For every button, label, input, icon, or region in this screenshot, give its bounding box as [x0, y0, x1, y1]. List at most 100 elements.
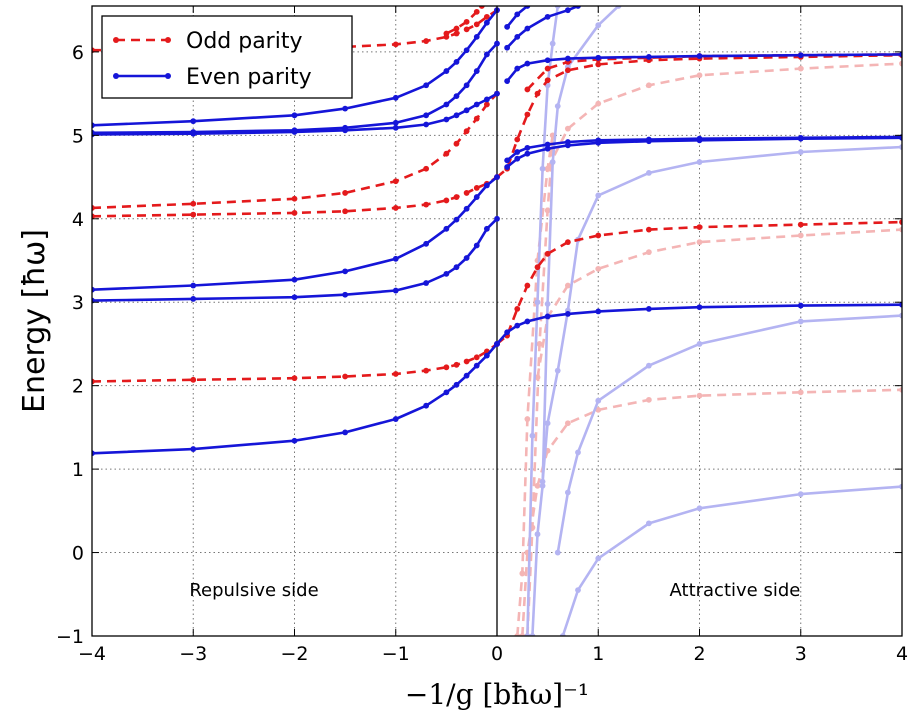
- data-point: [797, 302, 804, 309]
- data-point: [453, 194, 460, 200]
- data-point: [696, 304, 703, 311]
- data-point: [463, 18, 470, 25]
- series-line: [92, 176, 498, 218]
- data-point: [524, 111, 531, 118]
- series-even-23: [504, 6, 581, 51]
- data-point: [453, 59, 460, 65]
- data-point: [595, 308, 602, 315]
- data-point: [473, 115, 480, 122]
- series-odd-faint-8: [519, 386, 902, 636]
- data-point: [595, 61, 602, 68]
- data-point: [529, 633, 536, 636]
- data-point: [564, 420, 571, 427]
- data-point: [473, 33, 480, 40]
- y-tick-label: 1: [72, 459, 84, 481]
- data-point: [514, 136, 521, 143]
- data-point: [514, 322, 521, 329]
- data-point: [645, 362, 652, 369]
- data-point: [595, 100, 602, 107]
- series-layer: [92, 6, 902, 636]
- data-point: [342, 429, 349, 436]
- data-point: [564, 55, 571, 62]
- data-point: [423, 165, 430, 172]
- data-point: [453, 112, 460, 119]
- data-point: [473, 21, 480, 28]
- series-line: [516, 135, 554, 636]
- data-point: [92, 213, 95, 220]
- data-point: [797, 149, 804, 155]
- data-point: [595, 22, 602, 29]
- data-point: [473, 354, 480, 361]
- data-point: [544, 141, 551, 148]
- data-point: [443, 101, 450, 108]
- data-point: [899, 219, 902, 226]
- data-point: [534, 90, 541, 97]
- data-point: [92, 286, 95, 293]
- data-point: [504, 23, 511, 30]
- data-point: [564, 239, 571, 246]
- data-point: [514, 33, 521, 40]
- data-point: [291, 437, 298, 444]
- x-tick-label: −2: [280, 643, 308, 665]
- data-point: [291, 195, 298, 202]
- legend-swatch-dot: [113, 37, 119, 43]
- series-even-20: [504, 134, 902, 170]
- data-point: [544, 77, 551, 84]
- data-point: [797, 232, 804, 239]
- data-point: [564, 311, 571, 317]
- data-point: [473, 242, 480, 249]
- data-point: [524, 25, 531, 32]
- data-point: [534, 264, 541, 271]
- data-point: [473, 8, 480, 15]
- data-point: [575, 587, 581, 594]
- data-point: [463, 26, 470, 33]
- x-axis-label: −1/g [bħω]⁻¹: [405, 678, 589, 711]
- data-point: [190, 129, 197, 135]
- data-point: [443, 30, 450, 37]
- legend-label: Odd parity: [186, 29, 303, 54]
- series-line: [536, 228, 902, 378]
- data-point: [392, 119, 399, 126]
- data-point: [443, 116, 450, 123]
- data-point: [463, 255, 470, 261]
- data-point: [544, 313, 551, 320]
- data-point: [615, 6, 622, 9]
- data-point: [453, 361, 460, 368]
- series-line: [496, 303, 902, 345]
- data-point: [443, 270, 450, 277]
- series-odd-5: [494, 219, 902, 347]
- data-point: [645, 54, 652, 60]
- data-point: [899, 60, 902, 67]
- data-point: [453, 264, 460, 271]
- data-point: [544, 13, 551, 20]
- series-line: [526, 53, 902, 91]
- data-point: [494, 215, 500, 222]
- data-point: [696, 72, 703, 79]
- data-point: [443, 150, 450, 157]
- data-point: [645, 396, 652, 403]
- data-point: [645, 169, 652, 176]
- series-even-14: [92, 215, 500, 304]
- data-point: [899, 386, 902, 393]
- series-line: [506, 135, 902, 162]
- data-point: [514, 11, 521, 18]
- legend-entry-0: Odd parity: [113, 29, 303, 54]
- x-tick-label: −4: [78, 643, 106, 665]
- data-point: [544, 65, 551, 72]
- data-point: [524, 144, 531, 151]
- data-point: [423, 201, 430, 208]
- data-point: [696, 505, 703, 512]
- data-point: [564, 67, 571, 74]
- data-point: [514, 155, 521, 162]
- data-point: [595, 54, 602, 61]
- data-point: [291, 375, 298, 382]
- data-point: [494, 40, 500, 47]
- data-point: [514, 306, 521, 312]
- data-point: [696, 239, 703, 246]
- data-point: [564, 489, 571, 496]
- data-point: [392, 287, 399, 294]
- data-point: [797, 52, 804, 59]
- data-point: [443, 197, 450, 204]
- data-point: [564, 282, 571, 289]
- data-point: [453, 25, 460, 32]
